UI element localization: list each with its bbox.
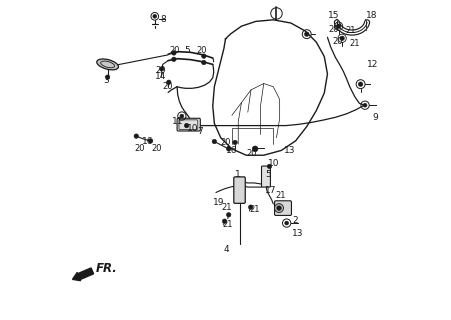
Text: 21: 21 xyxy=(221,203,232,212)
Circle shape xyxy=(336,24,341,28)
Circle shape xyxy=(277,206,281,210)
FancyArrow shape xyxy=(73,268,93,281)
Circle shape xyxy=(202,54,206,58)
Text: 3: 3 xyxy=(103,76,109,85)
Text: 20: 20 xyxy=(155,66,166,75)
Text: 20: 20 xyxy=(246,149,257,158)
Circle shape xyxy=(359,82,363,86)
Circle shape xyxy=(106,75,110,79)
Text: 10: 10 xyxy=(187,124,199,133)
Circle shape xyxy=(249,205,253,209)
Text: 18: 18 xyxy=(366,12,377,20)
Text: 20: 20 xyxy=(332,37,343,46)
Text: 5: 5 xyxy=(266,170,272,179)
Text: 20: 20 xyxy=(169,45,180,55)
Text: 20: 20 xyxy=(220,138,231,147)
Text: 16: 16 xyxy=(142,137,153,146)
Text: 21: 21 xyxy=(345,27,355,36)
FancyBboxPatch shape xyxy=(262,166,271,187)
Text: FR.: FR. xyxy=(96,262,117,275)
Text: 15: 15 xyxy=(328,11,340,20)
Text: 20: 20 xyxy=(329,25,339,34)
Text: 5: 5 xyxy=(184,45,190,55)
Text: 11: 11 xyxy=(172,117,183,126)
Circle shape xyxy=(153,14,156,18)
Circle shape xyxy=(340,36,345,41)
Circle shape xyxy=(166,80,171,84)
Text: 20: 20 xyxy=(196,45,207,55)
Text: 20: 20 xyxy=(152,144,162,153)
Circle shape xyxy=(304,32,309,36)
Circle shape xyxy=(363,103,367,107)
Circle shape xyxy=(134,134,138,138)
Text: 21: 21 xyxy=(275,191,285,200)
Text: 21: 21 xyxy=(349,39,359,48)
Text: 13: 13 xyxy=(285,146,296,155)
FancyBboxPatch shape xyxy=(177,118,200,131)
Text: 12: 12 xyxy=(367,60,379,69)
Circle shape xyxy=(160,67,164,71)
Circle shape xyxy=(172,51,176,55)
Ellipse shape xyxy=(97,59,119,70)
Circle shape xyxy=(202,60,206,65)
Text: 9: 9 xyxy=(372,114,378,123)
Text: 8: 8 xyxy=(160,15,166,24)
Text: 19: 19 xyxy=(213,197,224,206)
Circle shape xyxy=(226,147,231,151)
Text: 16: 16 xyxy=(226,146,237,155)
FancyBboxPatch shape xyxy=(275,201,291,215)
Text: 10: 10 xyxy=(268,159,280,168)
Text: 17: 17 xyxy=(265,186,277,195)
Circle shape xyxy=(226,212,231,217)
Text: 2: 2 xyxy=(292,216,298,225)
Circle shape xyxy=(222,219,227,223)
Text: 20: 20 xyxy=(162,82,173,91)
Text: 14: 14 xyxy=(155,72,166,81)
Text: 20: 20 xyxy=(134,144,145,153)
Circle shape xyxy=(148,139,153,143)
Circle shape xyxy=(212,139,216,144)
Circle shape xyxy=(180,114,184,118)
Text: 21: 21 xyxy=(223,220,233,229)
Text: 13: 13 xyxy=(292,229,304,238)
Circle shape xyxy=(267,164,272,169)
FancyBboxPatch shape xyxy=(234,177,245,203)
Circle shape xyxy=(252,146,258,152)
Text: 7: 7 xyxy=(197,127,202,136)
Text: 4: 4 xyxy=(223,245,229,254)
Text: 1: 1 xyxy=(235,170,241,179)
Circle shape xyxy=(233,140,237,145)
Circle shape xyxy=(275,204,284,212)
Circle shape xyxy=(172,57,176,61)
Text: 21: 21 xyxy=(249,204,260,213)
Circle shape xyxy=(285,221,289,225)
Polygon shape xyxy=(213,20,327,155)
Circle shape xyxy=(184,123,189,128)
